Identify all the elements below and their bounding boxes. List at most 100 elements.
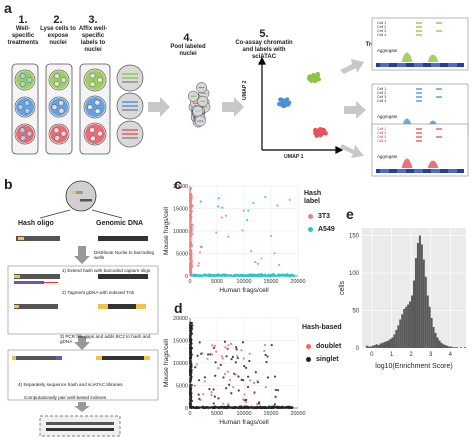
y-tick-label: 5000 (176, 252, 188, 258)
scatter-point-3T3 (197, 264, 200, 267)
y-tick-label: 10000 (173, 361, 188, 367)
scatter-point-A549 (254, 260, 257, 264)
panel-c-scatter: 0 5000 10000 15000 20000 0 5000 10000 15000 20000… (163, 184, 306, 294)
step-number: 1. (18, 14, 28, 26)
histogram-bar (397, 325, 400, 348)
legend-label: singlet (316, 356, 339, 363)
scatter-point-singlet (212, 402, 215, 405)
scatter-point-doublet (210, 393, 213, 397)
scatter-point-singlet (189, 329, 192, 333)
profile-cell-label: Cell 4 (377, 32, 387, 37)
legend-marker (308, 213, 313, 219)
scatter-point-A549 (266, 274, 269, 278)
x-tick-label: 15000 (264, 411, 279, 417)
scatter-point-singlet (276, 389, 280, 392)
scatter-point-doublet (256, 403, 259, 406)
step-2-title: 2. Lyse cells to expose nuclei (40, 14, 76, 47)
histogram-bar (393, 334, 396, 348)
scatter-point-singlet (247, 375, 250, 378)
scatter-point-3T3 (188, 234, 192, 238)
histogram-bar (413, 280, 415, 348)
scatter-point-doublet (263, 349, 266, 353)
scatter-point-singlet (278, 406, 282, 409)
scatter-point-3T3 (189, 260, 192, 263)
step-text: Lyse cells to expose nuclei (40, 26, 76, 46)
histogram-bar (365, 345, 368, 348)
scatter-point-singlet (212, 388, 215, 391)
scatter-point-singlet (231, 355, 234, 358)
flow-arrows (148, 59, 366, 158)
x-tick-label: 0 (189, 279, 192, 285)
cell (58, 107, 65, 114)
cell (26, 130, 33, 137)
scatter-point-3T3 (189, 240, 192, 244)
histogram-bar (405, 306, 408, 348)
histogram-bar (391, 337, 394, 348)
x-tick-label: 5000 (211, 279, 223, 285)
step-text: Affix well-specific labels to nuclei (78, 26, 108, 53)
histogram-bar (411, 295, 414, 348)
scatter-point-singlet (230, 358, 233, 361)
scatter-point-singlet (194, 366, 197, 369)
cell (26, 77, 33, 83)
scatter-point-3T3 (260, 257, 263, 260)
x-axis-label: Human frags/cell (219, 419, 269, 426)
cell (51, 104, 58, 110)
scatter-point-singlet (189, 405, 192, 408)
scatter-point-3T3 (273, 252, 276, 255)
scatter-point-A549 (276, 273, 280, 276)
scatter-point-3T3 (191, 233, 194, 236)
step-number: 2. (53, 14, 63, 26)
scatter-point-doublet (213, 344, 217, 347)
scatter-point-doublet (242, 398, 245, 401)
histogram-bar (452, 347, 455, 348)
profile-cell-label: Cell 1 (377, 126, 387, 131)
histogram-bar (407, 304, 410, 348)
scatter-point-3T3 (188, 248, 192, 251)
scatter-point-singlet (197, 393, 200, 396)
scatter-point-singlet (254, 406, 257, 409)
scatter-point-singlet (190, 406, 193, 409)
scatter-point-doublet (217, 367, 220, 370)
scatter-point-singlet (225, 355, 228, 358)
cell (53, 81, 60, 87)
histogram-bar (436, 337, 439, 348)
scatter-point-singlet (190, 399, 193, 403)
umap-points (277, 71, 328, 138)
scatter-point-singlet (197, 379, 201, 382)
scatter-point-singlet (270, 343, 273, 347)
scatter-point-singlet (209, 406, 212, 409)
x-tick-label: 3 (429, 352, 433, 358)
scatter-point-singlet (266, 355, 269, 358)
scatter-point-singlet (240, 378, 243, 381)
umap-ylabel: UMAP 2 (242, 80, 248, 100)
scatter-point-singlet (212, 346, 216, 350)
scatter-point-A549 (199, 200, 202, 203)
gene-block (414, 169, 423, 173)
scatter-point-A549 (278, 274, 281, 278)
scatter-point-singlet (219, 406, 223, 409)
scatter-point-singlet (228, 383, 231, 386)
histogram-bar (414, 258, 417, 348)
y-tick-label: 20000 (173, 316, 188, 322)
scatter-point-singlet (189, 324, 192, 327)
scatter-point-singlet (213, 406, 216, 409)
scatter-point-3T3 (224, 214, 228, 217)
scatter-point-A549 (263, 274, 266, 278)
legend-entry-singlet: singlet (306, 356, 339, 363)
panel-b-graphic (7, 180, 159, 437)
histogram-bar (442, 344, 445, 348)
scatter-point-doublet (215, 350, 218, 353)
scatter-point-A549 (246, 218, 249, 222)
scatter-point-A549 (234, 274, 237, 277)
aggregate-peak (401, 52, 439, 63)
x-tick-label: 15000 (264, 279, 279, 285)
legend-entry-A549: A549 (308, 226, 335, 233)
umap-point (319, 131, 324, 136)
histogram-bar (456, 347, 459, 348)
scatter-point-doublet (234, 373, 237, 376)
profile-cell-label: Cell 1 (377, 20, 387, 25)
y-tick-label: 0 (185, 274, 188, 280)
scatter-point-singlet (189, 390, 192, 393)
scatter-point-singlet (217, 397, 220, 400)
